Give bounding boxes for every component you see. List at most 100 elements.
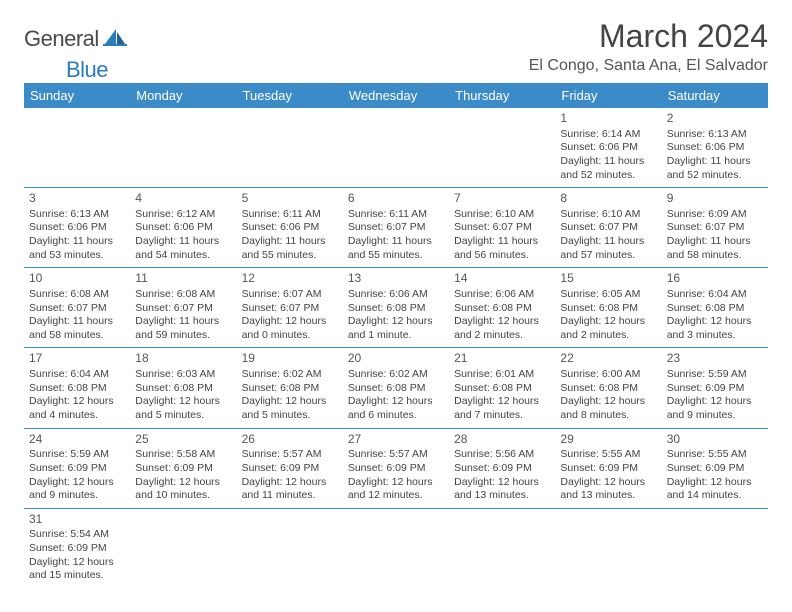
calendar-cell: 9Sunrise: 6:09 AMSunset: 6:07 PMDaylight… bbox=[662, 188, 768, 268]
day1-text: Daylight: 12 hours bbox=[667, 476, 763, 490]
sunrise-text: Sunrise: 6:14 AM bbox=[560, 128, 656, 142]
day-number: 21 bbox=[454, 351, 550, 367]
sunset-text: Sunset: 6:06 PM bbox=[242, 221, 338, 235]
day2-text: and 9 minutes. bbox=[29, 489, 125, 503]
day-number: 28 bbox=[454, 432, 550, 448]
sunset-text: Sunset: 6:07 PM bbox=[135, 302, 231, 316]
calendar-cell bbox=[130, 508, 236, 588]
calendar-cell: 19Sunrise: 6:02 AMSunset: 6:08 PMDayligh… bbox=[237, 348, 343, 428]
day-number: 22 bbox=[560, 351, 656, 367]
day2-text: and 58 minutes. bbox=[667, 249, 763, 263]
calendar-cell: 12Sunrise: 6:07 AMSunset: 6:07 PMDayligh… bbox=[237, 268, 343, 348]
calendar-cell bbox=[449, 108, 555, 188]
sunrise-text: Sunrise: 6:10 AM bbox=[560, 208, 656, 222]
day2-text: and 56 minutes. bbox=[454, 249, 550, 263]
calendar-cell bbox=[343, 108, 449, 188]
weekday-header: Saturday bbox=[662, 83, 768, 108]
calendar-cell: 2Sunrise: 6:13 AMSunset: 6:06 PMDaylight… bbox=[662, 108, 768, 188]
sunset-text: Sunset: 6:09 PM bbox=[135, 462, 231, 476]
day-number: 1 bbox=[560, 111, 656, 127]
day2-text: and 9 minutes. bbox=[667, 409, 763, 423]
sunset-text: Sunset: 6:07 PM bbox=[242, 302, 338, 316]
day1-text: Daylight: 12 hours bbox=[242, 315, 338, 329]
day2-text: and 3 minutes. bbox=[667, 329, 763, 343]
day1-text: Daylight: 12 hours bbox=[454, 395, 550, 409]
day-number: 12 bbox=[242, 271, 338, 287]
weekday-header: Friday bbox=[555, 83, 661, 108]
day-number: 2 bbox=[667, 111, 763, 127]
day2-text: and 6 minutes. bbox=[348, 409, 444, 423]
calendar-cell: 13Sunrise: 6:06 AMSunset: 6:08 PMDayligh… bbox=[343, 268, 449, 348]
brand-name-2: Blue bbox=[66, 57, 108, 83]
day2-text: and 59 minutes. bbox=[135, 329, 231, 343]
sunset-text: Sunset: 6:09 PM bbox=[242, 462, 338, 476]
sunrise-text: Sunrise: 6:04 AM bbox=[667, 288, 763, 302]
day-number: 4 bbox=[135, 191, 231, 207]
day-number: 16 bbox=[667, 271, 763, 287]
day-number: 5 bbox=[242, 191, 338, 207]
sunrise-text: Sunrise: 5:59 AM bbox=[29, 448, 125, 462]
sunrise-text: Sunrise: 6:03 AM bbox=[135, 368, 231, 382]
day2-text: and 5 minutes. bbox=[242, 409, 338, 423]
day2-text: and 54 minutes. bbox=[135, 249, 231, 263]
weekday-header: Sunday bbox=[24, 83, 130, 108]
calendar-cell: 17Sunrise: 6:04 AMSunset: 6:08 PMDayligh… bbox=[24, 348, 130, 428]
day2-text: and 55 minutes. bbox=[242, 249, 338, 263]
sunrise-text: Sunrise: 5:55 AM bbox=[560, 448, 656, 462]
brand-logo: General bbox=[24, 18, 131, 52]
day1-text: Daylight: 12 hours bbox=[454, 315, 550, 329]
day1-text: Daylight: 12 hours bbox=[348, 476, 444, 490]
calendar-cell: 28Sunrise: 5:56 AMSunset: 6:09 PMDayligh… bbox=[449, 428, 555, 508]
day-number: 17 bbox=[29, 351, 125, 367]
day-number: 6 bbox=[348, 191, 444, 207]
day2-text: and 7 minutes. bbox=[454, 409, 550, 423]
calendar-cell: 24Sunrise: 5:59 AMSunset: 6:09 PMDayligh… bbox=[24, 428, 130, 508]
day2-text: and 4 minutes. bbox=[29, 409, 125, 423]
sunset-text: Sunset: 6:08 PM bbox=[454, 382, 550, 396]
day-number: 20 bbox=[348, 351, 444, 367]
calendar-cell: 3Sunrise: 6:13 AMSunset: 6:06 PMDaylight… bbox=[24, 188, 130, 268]
day1-text: Daylight: 12 hours bbox=[667, 395, 763, 409]
header: General March 2024 El Congo, Santa Ana, … bbox=[24, 18, 768, 75]
sunrise-text: Sunrise: 5:59 AM bbox=[667, 368, 763, 382]
day2-text: and 55 minutes. bbox=[348, 249, 444, 263]
day-number: 7 bbox=[454, 191, 550, 207]
sunset-text: Sunset: 6:09 PM bbox=[348, 462, 444, 476]
sunrise-text: Sunrise: 5:57 AM bbox=[348, 448, 444, 462]
day1-text: Daylight: 12 hours bbox=[29, 556, 125, 570]
day-number: 31 bbox=[29, 512, 125, 528]
day1-text: Daylight: 11 hours bbox=[454, 235, 550, 249]
sunrise-text: Sunrise: 6:01 AM bbox=[454, 368, 550, 382]
day1-text: Daylight: 12 hours bbox=[242, 476, 338, 490]
day2-text: and 52 minutes. bbox=[667, 169, 763, 183]
location-subtitle: El Congo, Santa Ana, El Salvador bbox=[529, 57, 768, 75]
day1-text: Daylight: 12 hours bbox=[560, 395, 656, 409]
weekday-header-row: Sunday Monday Tuesday Wednesday Thursday… bbox=[24, 83, 768, 108]
calendar-cell: 26Sunrise: 5:57 AMSunset: 6:09 PMDayligh… bbox=[237, 428, 343, 508]
calendar-cell: 18Sunrise: 6:03 AMSunset: 6:08 PMDayligh… bbox=[130, 348, 236, 428]
day2-text: and 53 minutes. bbox=[29, 249, 125, 263]
sunset-text: Sunset: 6:07 PM bbox=[560, 221, 656, 235]
calendar-table: Sunday Monday Tuesday Wednesday Thursday… bbox=[24, 83, 768, 588]
calendar-cell: 30Sunrise: 5:55 AMSunset: 6:09 PMDayligh… bbox=[662, 428, 768, 508]
sunset-text: Sunset: 6:09 PM bbox=[29, 542, 125, 556]
sunset-text: Sunset: 6:08 PM bbox=[29, 382, 125, 396]
calendar-cell: 4Sunrise: 6:12 AMSunset: 6:06 PMDaylight… bbox=[130, 188, 236, 268]
sunset-text: Sunset: 6:07 PM bbox=[454, 221, 550, 235]
day2-text: and 15 minutes. bbox=[29, 569, 125, 583]
calendar-cell bbox=[130, 108, 236, 188]
sunrise-text: Sunrise: 6:10 AM bbox=[454, 208, 550, 222]
day1-text: Daylight: 12 hours bbox=[29, 395, 125, 409]
day1-text: Daylight: 12 hours bbox=[29, 476, 125, 490]
day-number: 25 bbox=[135, 432, 231, 448]
sunrise-text: Sunrise: 6:00 AM bbox=[560, 368, 656, 382]
day2-text: and 5 minutes. bbox=[135, 409, 231, 423]
sunset-text: Sunset: 6:06 PM bbox=[29, 221, 125, 235]
sunset-text: Sunset: 6:08 PM bbox=[560, 382, 656, 396]
day1-text: Daylight: 11 hours bbox=[242, 235, 338, 249]
day-number: 29 bbox=[560, 432, 656, 448]
sunrise-text: Sunrise: 6:09 AM bbox=[667, 208, 763, 222]
day1-text: Daylight: 12 hours bbox=[560, 476, 656, 490]
sunrise-text: Sunrise: 6:06 AM bbox=[348, 288, 444, 302]
calendar-cell: 8Sunrise: 6:10 AMSunset: 6:07 PMDaylight… bbox=[555, 188, 661, 268]
